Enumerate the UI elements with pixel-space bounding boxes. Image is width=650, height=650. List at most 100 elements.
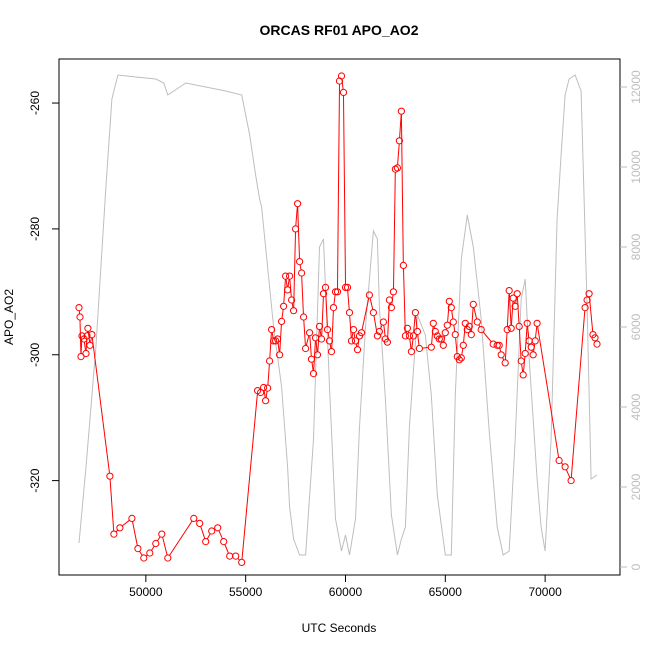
apo-point [515, 322, 523, 330]
apo-line-segment [399, 114, 402, 138]
y-tick-label: -280 [28, 217, 42, 241]
apo-line-segment [524, 326, 528, 351]
apo-point [529, 351, 537, 359]
apo-point [333, 288, 342, 296]
apo-line-segment [353, 332, 356, 338]
apo-point [441, 329, 449, 337]
apo-point [272, 337, 280, 345]
apo-line-segment [504, 332, 508, 360]
apo-line-segment [527, 326, 530, 338]
apo-point [373, 332, 381, 340]
plot-frame [58, 58, 621, 576]
apo-line-segment [397, 143, 400, 165]
apo-line-segment [169, 520, 193, 556]
apo-point [341, 283, 350, 291]
apo-line-segment [361, 297, 370, 330]
apo-point [232, 552, 240, 560]
apo-line-segment [535, 326, 538, 338]
apo-line-segment [139, 550, 143, 556]
apo-line-segment [506, 293, 510, 327]
apo-point [331, 288, 340, 296]
apo-line-segment [417, 334, 420, 346]
apo-point [226, 552, 234, 560]
apo-point [351, 337, 360, 345]
apo-point [527, 343, 535, 351]
x-tick-label: 70000 [528, 585, 562, 599]
apo-line-segment [413, 315, 416, 333]
apo-line-segment [218, 530, 223, 540]
apo-line-segment [206, 533, 211, 540]
apo-point [83, 332, 91, 340]
apo-line-segment [369, 297, 374, 310]
apo-point [397, 107, 405, 115]
apo-point [513, 290, 521, 298]
apo-point [503, 326, 511, 334]
apo-point [379, 318, 387, 326]
apo-point [214, 524, 222, 532]
y-axis-label: APO_AO2 [2, 289, 16, 345]
apo-point [413, 327, 421, 336]
apo-line-segment [409, 338, 412, 349]
apo-point [323, 326, 332, 334]
apo-point [405, 332, 413, 340]
apo-point [307, 355, 316, 363]
apo-point [399, 261, 407, 269]
apo-point [339, 88, 348, 97]
apo-point [319, 290, 328, 298]
apo-line-segment [400, 114, 404, 263]
apo-line-segment [327, 332, 330, 338]
apo-point [457, 354, 465, 362]
apo-point [489, 340, 497, 348]
apo-point [345, 309, 354, 317]
apo-point [385, 296, 393, 304]
apo-point [593, 340, 601, 348]
apo-point [533, 319, 541, 327]
apo-point [311, 334, 320, 342]
apo-point [591, 334, 599, 342]
apo-point [477, 326, 485, 334]
y2-tick-label: 4000 [629, 393, 643, 420]
apo-line-segment [132, 521, 138, 546]
apo-line-segment [293, 231, 296, 308]
apo-point [505, 287, 513, 295]
apo-point [75, 304, 83, 312]
y2-tick-label: 2000 [629, 473, 643, 500]
apo-point [325, 337, 334, 345]
apo-line-segment [508, 293, 512, 326]
y2-tick-label: 12000 [629, 70, 643, 104]
apo-point [77, 353, 85, 361]
apo-line-segment [422, 347, 429, 349]
apo-line-segment [90, 337, 92, 343]
apo-point [511, 302, 519, 310]
apo-point [469, 300, 477, 308]
apo-line-segment [265, 391, 268, 398]
apo-point [435, 335, 443, 343]
apo-line-segment [271, 332, 274, 338]
apo-point [208, 527, 216, 535]
apo-line-segment [79, 320, 82, 354]
apo-line-segment [162, 536, 168, 556]
y2-tick-label: 8000 [629, 233, 643, 260]
apo-line-segment [325, 290, 328, 327]
apo-point [507, 324, 515, 332]
apo-point [451, 331, 459, 339]
apo-line-segment [287, 279, 290, 287]
apo-point [288, 296, 296, 304]
apo-point [561, 463, 569, 471]
apo-point [431, 327, 439, 336]
apo-line-segment [588, 296, 594, 332]
x-tick-label: 55000 [229, 585, 263, 599]
apo-line-segment [461, 348, 464, 355]
apo-point [365, 291, 373, 299]
apo-line-segment [393, 172, 396, 289]
apo-point [190, 514, 198, 523]
apo-point [519, 371, 527, 379]
apo-line-segment [224, 544, 229, 554]
apo-point [262, 397, 270, 405]
apo-point [523, 319, 531, 327]
apo-point [497, 351, 505, 359]
y2-tick-label: 0 [629, 563, 643, 570]
apo-point [495, 341, 503, 349]
y-tick-label: -320 [28, 468, 42, 492]
